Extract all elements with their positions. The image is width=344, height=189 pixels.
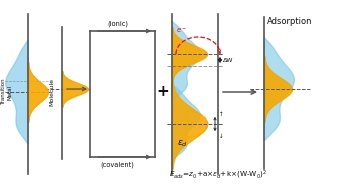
Polygon shape	[264, 37, 294, 141]
Text: ↓: ↓	[219, 134, 224, 139]
Text: +: +	[157, 84, 169, 99]
Text: $\varepsilon_d$: $\varepsilon_d$	[177, 139, 188, 149]
Text: (ionic): (ionic)	[107, 20, 128, 27]
Polygon shape	[172, 21, 201, 101]
Text: e$^-$: e$^-$	[175, 26, 186, 35]
Text: (covalent): (covalent)	[100, 161, 135, 167]
Polygon shape	[172, 84, 201, 160]
Text: ΔW: ΔW	[223, 57, 233, 63]
Text: Molecule: Molecule	[50, 78, 54, 106]
Text: Transition
Metal: Transition Metal	[1, 79, 13, 105]
Text: ↑: ↑	[219, 112, 224, 117]
Text: $E_{ads}$=$z_0$+a×$\varepsilon_d$+k×(W-W$_0$)$^2$: $E_{ads}$=$z_0$+a×$\varepsilon_d$+k×(W-W…	[169, 169, 267, 181]
Polygon shape	[6, 40, 28, 144]
Text: Adsorption: Adsorption	[267, 17, 313, 26]
